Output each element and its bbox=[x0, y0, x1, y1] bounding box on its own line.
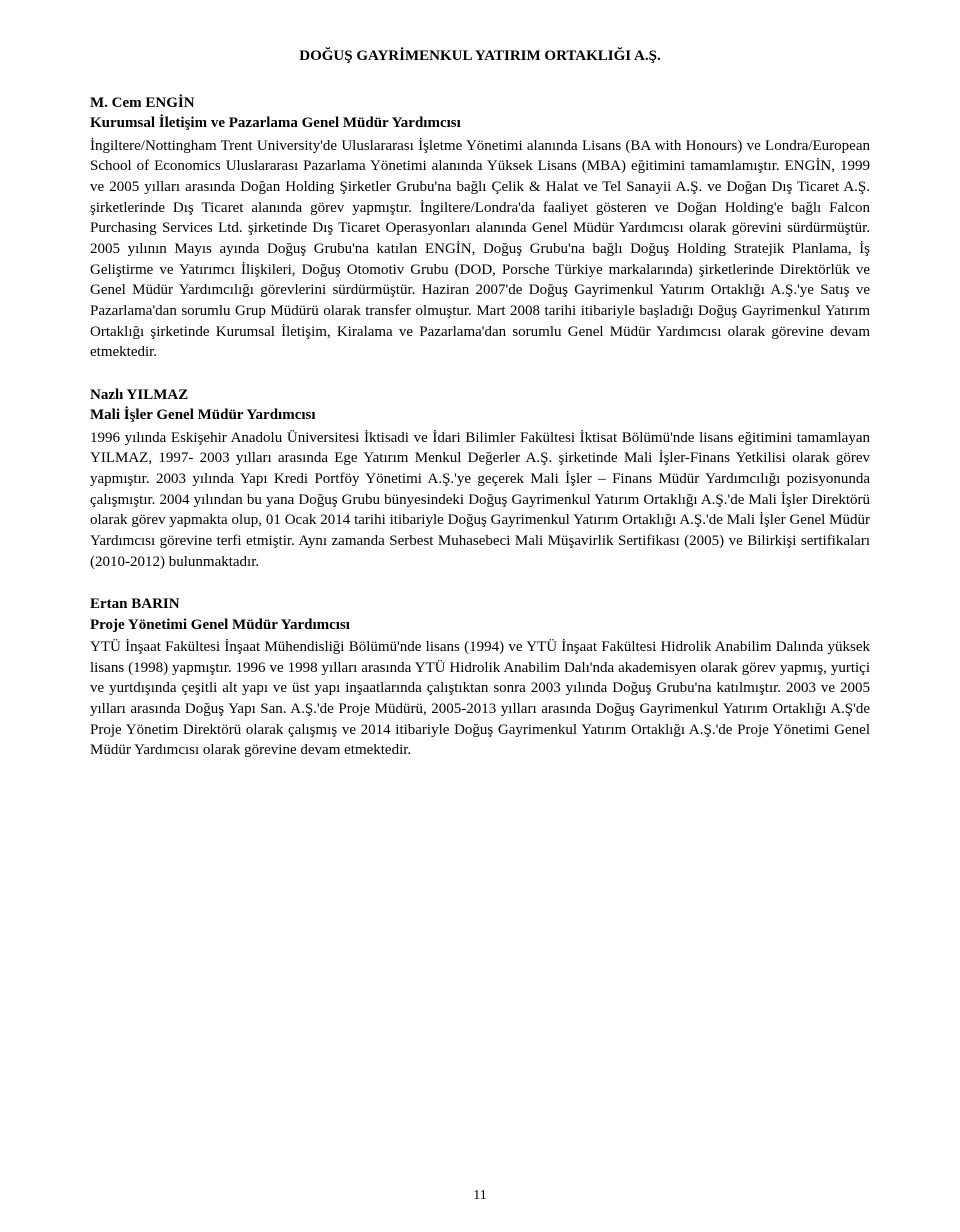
page-number: 11 bbox=[0, 1188, 960, 1204]
person-role: Kurumsal İletişim ve Pazarlama Genel Müd… bbox=[90, 113, 870, 133]
person-bio: İngiltere/Nottingham Trent University'de… bbox=[90, 136, 870, 364]
person-name: M. Cem ENGİN bbox=[90, 93, 870, 113]
person-bio: 1996 yılında Eskişehir Anadolu Üniversit… bbox=[90, 428, 870, 573]
document-page: DOĞUŞ GAYRİMENKUL YATIRIM ORTAKLIĞI A.Ş.… bbox=[0, 0, 960, 1232]
bio-section-2: Ertan BARIN Proje Yönetimi Genel Müdür Y… bbox=[90, 594, 870, 761]
bio-section-1: Nazlı YILMAZ Mali İşler Genel Müdür Yard… bbox=[90, 385, 870, 572]
person-bio: YTÜ İnşaat Fakültesi İnşaat Mühendisliği… bbox=[90, 637, 870, 761]
person-role: Proje Yönetimi Genel Müdür Yardımcısı bbox=[90, 615, 870, 635]
document-header: DOĞUŞ GAYRİMENKUL YATIRIM ORTAKLIĞI A.Ş. bbox=[90, 48, 870, 65]
person-name: Nazlı YILMAZ bbox=[90, 385, 870, 405]
bio-section-0: M. Cem ENGİN Kurumsal İletişim ve Pazarl… bbox=[90, 93, 870, 363]
person-name: Ertan BARIN bbox=[90, 594, 870, 614]
person-role: Mali İşler Genel Müdür Yardımcısı bbox=[90, 405, 870, 425]
